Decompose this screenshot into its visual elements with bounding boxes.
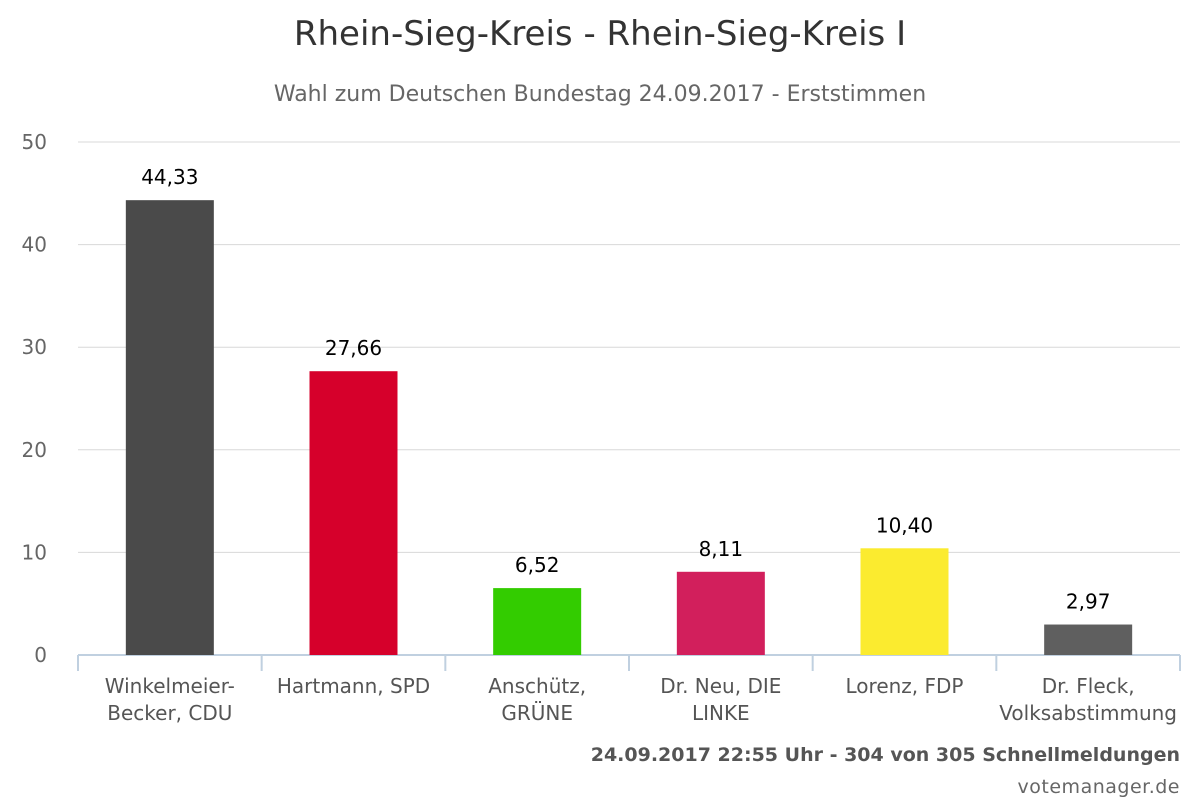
y-tick-label: 0 <box>34 643 47 667</box>
bar <box>125 200 214 655</box>
data-label: 6,52 <box>515 553 560 577</box>
chart-title: Rhein-Sieg-Kreis - Rhein-Sieg-Kreis I <box>293 14 907 54</box>
y-tick-label: 30 <box>22 335 47 359</box>
y-tick-label: 10 <box>22 540 47 564</box>
data-label: 10,40 <box>876 513 933 537</box>
y-tick-label: 40 <box>22 233 47 257</box>
x-tick-label: Volksabstimmung <box>999 701 1177 725</box>
bar-chart: 0 10 20 30 40 50 44,33 Winkelmeier- Becker, CDU 2… <box>22 130 1181 725</box>
data-label: 27,66 <box>325 336 382 360</box>
update-info: 24.09.2017 22:55 Uhr - 304 von 305 Schne… <box>590 744 1180 766</box>
x-tick-label: Anschütz, <box>488 674 586 698</box>
bar <box>493 588 582 655</box>
data-label: 44,33 <box>141 165 198 189</box>
x-tick-label: Winkelmeier- <box>105 674 235 698</box>
bar <box>1044 624 1133 655</box>
x-tick-label: Becker, CDU <box>107 701 232 725</box>
x-tick-label: Hartmann, SPD <box>277 674 430 698</box>
data-label: 2,97 <box>1066 590 1111 614</box>
data-label: 8,11 <box>699 537 744 561</box>
bar <box>860 548 949 655</box>
x-tick-label: Dr. Neu, DIE <box>660 674 781 698</box>
bar <box>676 571 765 655</box>
chart-subtitle: Wahl zum Deutschen Bundestag 24.09.2017 … <box>273 82 927 107</box>
x-tick-label: LINKE <box>692 701 750 725</box>
x-tick-label: GRÜNE <box>501 701 573 725</box>
x-tick-label: Lorenz, FDP <box>846 674 964 698</box>
y-tick-label: 50 <box>22 130 47 154</box>
source-credit[interactable]: votemanager.de <box>1017 776 1180 798</box>
y-tick-label: 20 <box>22 438 47 462</box>
x-tick-label: Dr. Fleck, <box>1042 674 1135 698</box>
bar <box>309 371 398 655</box>
